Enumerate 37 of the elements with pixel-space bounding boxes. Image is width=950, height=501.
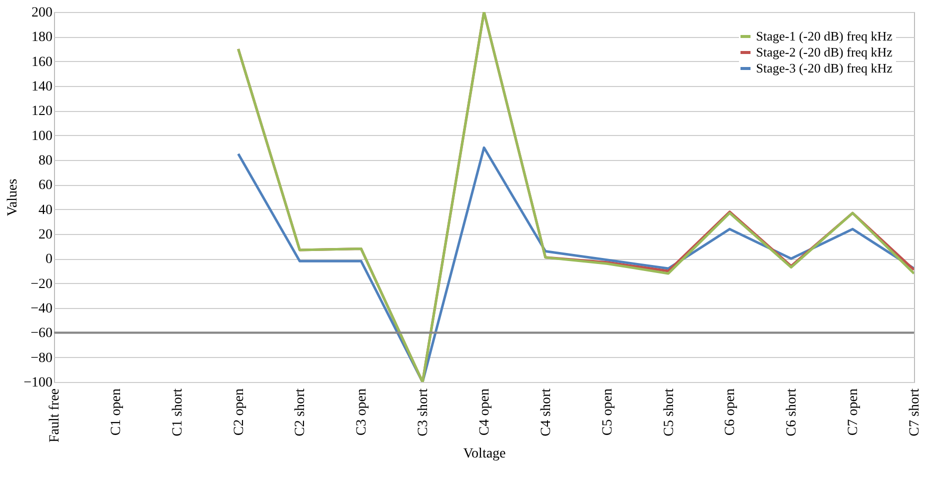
- y-tick-label: 80: [38, 154, 52, 168]
- y-tick-label: −100: [24, 376, 52, 390]
- y-tick-label: 180: [32, 30, 52, 46]
- y-tick-label: 20: [38, 228, 52, 242]
- x-tick-label: C4 open: [478, 388, 492, 436]
- x-tick-label: C3 open: [354, 388, 370, 436]
- y-tick-label: 40: [38, 202, 52, 218]
- y-tick-label: 120: [32, 104, 52, 120]
- y-tick-label: 200: [32, 6, 52, 20]
- legend-label: Stage-1 (-20 dB) freq kHz: [756, 28, 893, 44]
- y-tick-label: 160: [32, 54, 52, 70]
- x-tick-label: C2 open: [232, 388, 247, 436]
- x-tick-label: C6 short: [784, 388, 800, 436]
- x-tick-label: C5 short: [662, 388, 677, 436]
- y-tick-label: −80: [30, 350, 52, 366]
- y-tick-label: 100: [32, 128, 52, 144]
- x-tick-label: C1 short: [170, 388, 186, 436]
- x-tick-label: C7 open: [846, 388, 862, 436]
- x-tick-label: C3 short: [416, 388, 432, 436]
- y-tick-label: −20: [30, 276, 52, 292]
- legend-label: Stage-3 (-20 dB) freq kHz: [756, 60, 893, 76]
- y-axis-title: Values: [6, 178, 21, 216]
- y-tick-label: 60: [38, 178, 52, 194]
- x-tick-label: C7 short: [908, 388, 922, 436]
- y-tick-label: 140: [32, 80, 52, 94]
- y-tick-label: 0: [46, 252, 52, 268]
- x-tick-label: C1 open: [108, 388, 124, 436]
- x-tick-label: C4 short: [538, 388, 554, 436]
- x-tick-label: C5 open: [600, 388, 616, 436]
- legend-label: Stage-2 (-20 dB) freq kHz: [756, 44, 893, 60]
- x-tick-label: C6 open: [723, 388, 738, 436]
- x-axis-title: Voltage: [463, 446, 506, 462]
- y-tick-label: −60: [30, 326, 52, 342]
- x-tick-label: C2 short: [293, 388, 308, 436]
- x-tick-label: Fault free: [48, 388, 62, 443]
- line-series: [237, 12, 914, 382]
- y-tick-label: −40: [30, 302, 52, 316]
